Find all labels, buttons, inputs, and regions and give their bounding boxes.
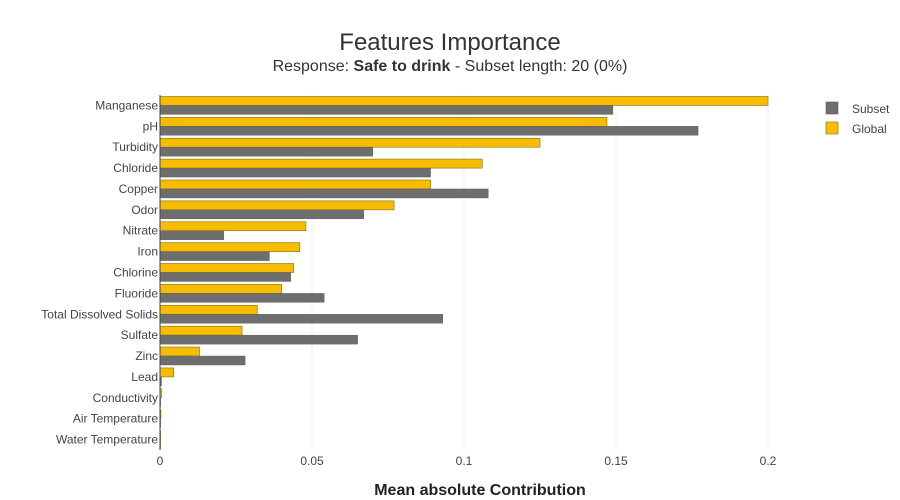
y-tick-label: Copper — [119, 182, 158, 196]
y-tick-label: Air Temperature — [73, 412, 158, 426]
axes: 0 0.05 0.1 0.15 0.2 Manganese pH Turbidity Chlor… — [41, 95, 777, 468]
bar-global-2 — [159, 137, 541, 148]
chart-subtitle: Response: Safe to drink - Subset length:… — [273, 58, 628, 75]
bar-subset-0 — [159, 105, 614, 115]
y-tick-label: Iron — [137, 245, 158, 259]
bar-subset-9 — [159, 293, 325, 303]
bar-subset-12 — [159, 355, 246, 366]
subtitle-response: Safe to drink — [354, 58, 451, 75]
bar-global-7 — [159, 242, 301, 252]
bar-global-13 — [159, 367, 174, 378]
x-axis-label: Mean absolute Contribution — [374, 482, 586, 499]
subtitle-suffix: - Subset length: 20 (0%) — [455, 58, 628, 75]
legend-swatch-subset — [825, 101, 839, 115]
y-tick-label: Manganese — [95, 98, 158, 112]
bar-subset-3 — [159, 167, 431, 178]
y-tick-label: Zinc — [135, 349, 158, 363]
bar-global-5 — [159, 200, 395, 211]
x-tick-label: 0.1 — [456, 454, 473, 468]
x-tick-label: 0.15 — [604, 454, 628, 468]
x-tick-label: 0 — [157, 454, 164, 468]
y-tick-label: Total Dissolved Solids — [41, 307, 158, 321]
legend-swatch-global — [825, 121, 839, 135]
chart-title: Features Importance — [339, 29, 560, 56]
x-tick-label: 0.05 — [300, 454, 324, 468]
subtitle-prefix: Response: — [273, 58, 354, 75]
bar-subset-11 — [159, 334, 358, 345]
bar-global-4 — [159, 179, 431, 190]
legend: Subset Global — [825, 101, 890, 136]
bar-subset-6 — [159, 230, 225, 240]
bar-global-1 — [159, 117, 608, 127]
y-tick-label: pH — [143, 119, 158, 133]
x-tick-label: 0.2 — [760, 454, 777, 468]
bar-global-9 — [159, 284, 282, 294]
bar-subset-10 — [159, 314, 443, 324]
y-tick-label: Turbidity — [112, 140, 158, 154]
bar-subset-8 — [159, 272, 291, 282]
y-tick-label: Lead — [131, 370, 158, 384]
bar-subset-2 — [159, 147, 374, 157]
y-tick-label: Conductivity — [93, 391, 158, 405]
y-tick-label: Odor — [131, 203, 158, 217]
bar-global-11 — [159, 325, 243, 336]
bar-global-6 — [159, 221, 307, 232]
grid-lines — [311, 95, 769, 450]
bar-subset-7 — [159, 251, 270, 261]
y-tick-label: Sulfate — [121, 328, 159, 342]
legend-label-subset: Subset — [852, 102, 890, 116]
bar-global-10 — [159, 304, 258, 315]
y-tick-label: Nitrate — [123, 224, 159, 238]
y-tick-label: Chlorine — [113, 266, 158, 280]
y-tick-label: Chloride — [113, 161, 158, 175]
bar-subset-1 — [159, 126, 699, 136]
bar-subset-5 — [159, 209, 364, 220]
bar-subset-4 — [159, 188, 489, 199]
bar-global-8 — [159, 263, 295, 273]
y-tick-label: Water Temperature — [56, 433, 158, 447]
bar-global-3 — [159, 158, 483, 169]
legend-label-global: Global — [852, 122, 887, 136]
y-tick-label: Fluoride — [115, 286, 159, 300]
bar-global-12 — [159, 346, 200, 357]
bar-global-0 — [159, 96, 769, 106]
